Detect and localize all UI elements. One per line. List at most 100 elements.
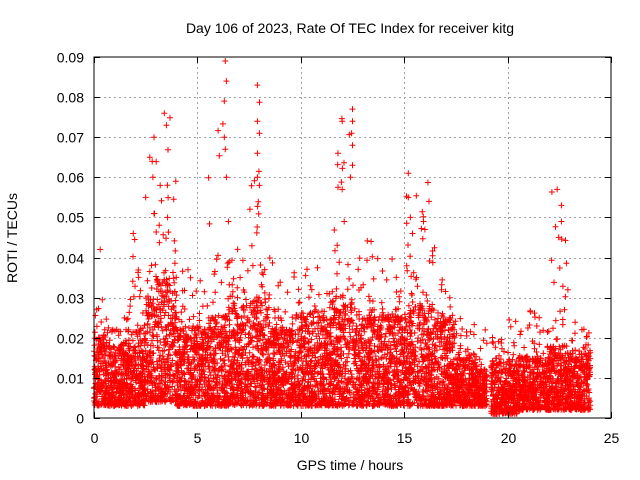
data-point [242, 322, 249, 329]
data-point [189, 374, 196, 380]
data-point [174, 337, 181, 344]
data-point [133, 379, 140, 386]
data-point [219, 120, 226, 127]
data-point [215, 368, 222, 375]
data-point [211, 271, 218, 278]
data-point [159, 279, 166, 286]
data-point [221, 362, 228, 369]
data-point [161, 312, 168, 319]
data-point [420, 213, 427, 220]
data-point [118, 395, 125, 401]
data-point [447, 303, 454, 310]
data-point [235, 313, 242, 320]
data-point [168, 363, 175, 370]
data-point [148, 262, 155, 269]
data-point [225, 341, 232, 348]
data-point [226, 334, 233, 341]
data-point [170, 269, 176, 276]
data-point [176, 374, 183, 381]
data-point [101, 358, 108, 364]
data-point [141, 322, 148, 329]
data-point [136, 385, 143, 392]
data-point [195, 362, 202, 369]
data-point [155, 281, 162, 288]
data-point [237, 378, 244, 385]
data-point [130, 329, 137, 336]
data-point [152, 261, 159, 268]
data-point [227, 370, 234, 377]
data-point [234, 294, 241, 301]
data-point [102, 334, 109, 340]
data-point [211, 356, 218, 363]
data-point [250, 391, 257, 398]
data-point [196, 317, 203, 324]
data-point [108, 369, 115, 376]
data-point [135, 393, 141, 400]
data-point [145, 293, 151, 300]
data-point [202, 349, 209, 356]
data-point [230, 300, 237, 307]
data-point [198, 392, 205, 399]
data-point [174, 390, 181, 397]
data-point [146, 329, 153, 336]
data-point [190, 323, 197, 330]
data-point [178, 318, 185, 325]
data-point [142, 330, 149, 337]
data-point [104, 329, 111, 336]
data-point [98, 319, 105, 325]
data-point [220, 337, 227, 344]
data-point [247, 300, 254, 307]
data-point [227, 345, 234, 352]
data-point [374, 255, 381, 262]
data-point [236, 347, 243, 354]
data-point [238, 390, 244, 397]
data-point [282, 308, 289, 315]
data-point [158, 358, 165, 365]
data-point [336, 259, 343, 266]
data-point [154, 321, 161, 328]
data-point [115, 364, 122, 371]
data-point [180, 325, 186, 332]
data-point [222, 313, 229, 319]
data-point [187, 369, 194, 376]
data-point [109, 353, 116, 360]
data-point [169, 378, 176, 385]
data-point [232, 349, 239, 356]
data-point [210, 375, 217, 382]
data-point [314, 264, 321, 271]
data-point [341, 159, 347, 166]
data-point [153, 286, 160, 292]
data-point [206, 369, 213, 376]
data-point [413, 192, 420, 199]
data-point [142, 337, 149, 344]
data-point [213, 256, 220, 263]
data-point [240, 326, 247, 333]
data-point [103, 316, 110, 323]
data-point [308, 286, 315, 293]
data-point [191, 366, 198, 373]
data-point [233, 359, 240, 366]
data-point [407, 330, 414, 336]
data-point [253, 384, 260, 391]
data-point [204, 339, 211, 346]
data-point [259, 390, 266, 397]
data-point [180, 356, 187, 362]
data-point [205, 390, 212, 397]
data-point [215, 252, 221, 259]
data-point [229, 332, 236, 339]
data-point [216, 384, 223, 391]
data-point [164, 282, 171, 289]
data-point [252, 383, 259, 390]
data-point [305, 294, 312, 301]
data-point [432, 342, 439, 349]
data-point [226, 317, 233, 324]
data-point [126, 347, 133, 354]
data-point [210, 330, 217, 337]
data-point [144, 320, 151, 327]
data-point [207, 352, 214, 359]
data-point [153, 331, 160, 338]
data-point [133, 368, 140, 374]
data-point [419, 208, 426, 215]
data-point [161, 269, 167, 276]
data-point [143, 301, 150, 308]
